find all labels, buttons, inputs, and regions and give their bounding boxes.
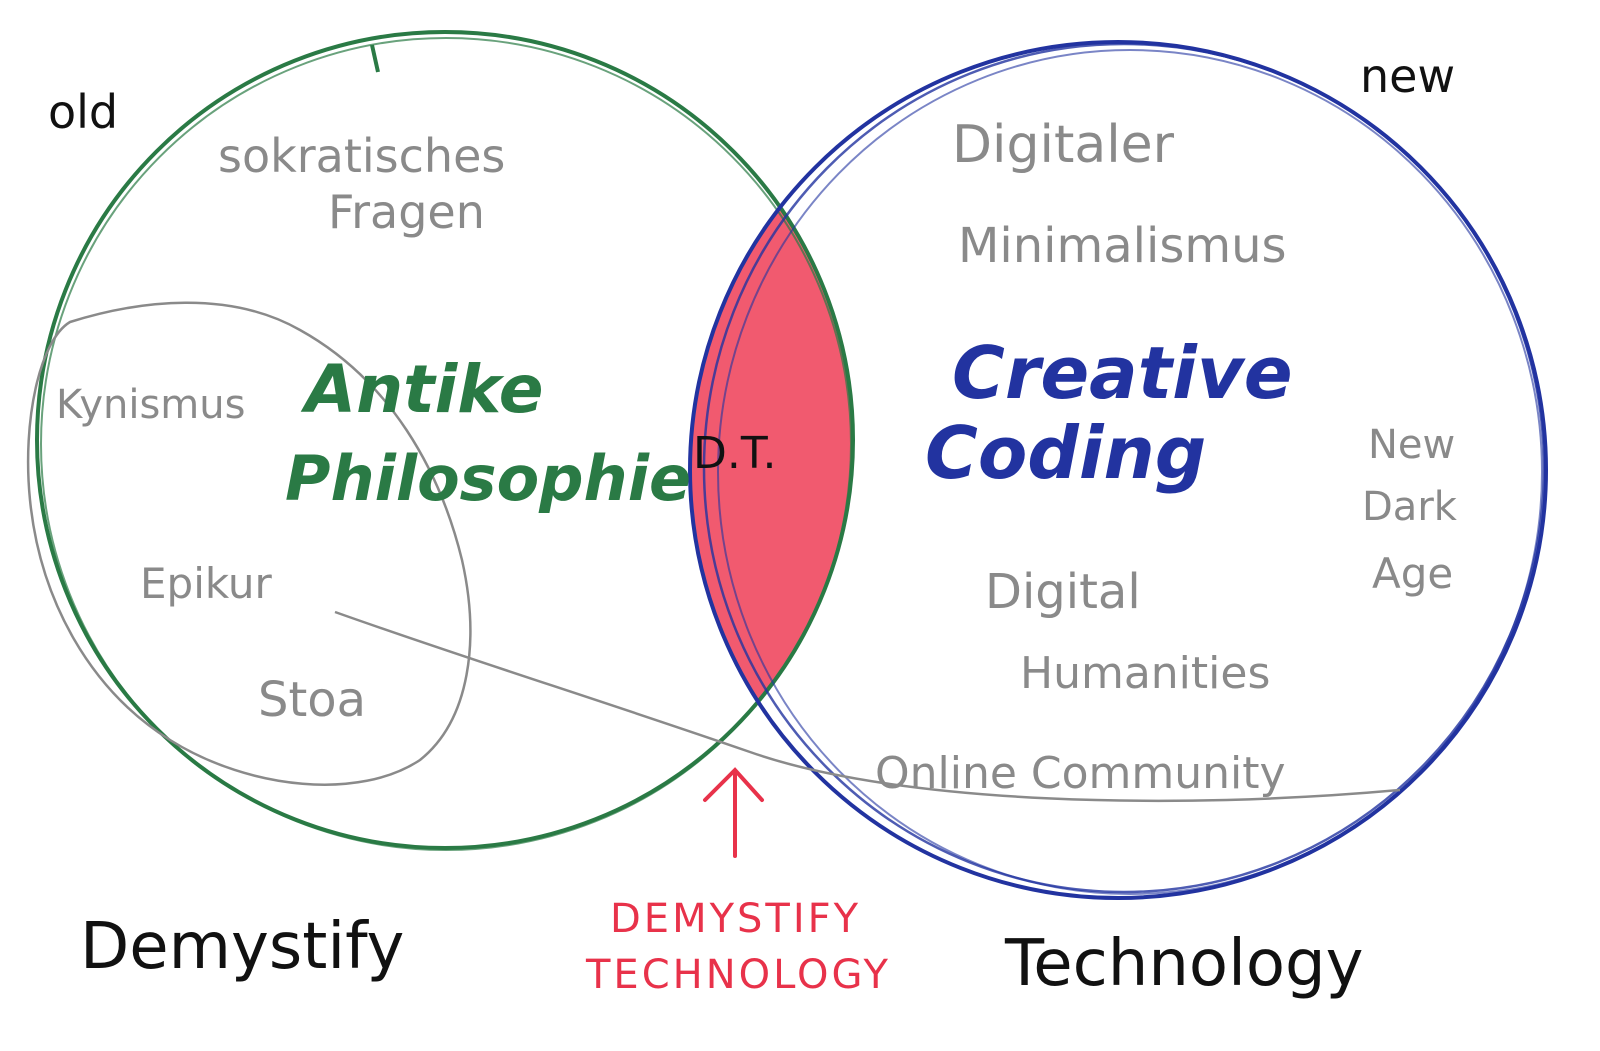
topic-socratic-line2: Fragen (328, 185, 485, 239)
topic-stoa: Stoa (258, 672, 366, 728)
topic-epikur: Epikur (140, 559, 273, 608)
topic-digital-humanities-line1: Digital (985, 564, 1141, 620)
bottom-label-right: Technology (1004, 927, 1364, 1001)
intersection-label: D.T. (693, 428, 777, 479)
label-new: new (1360, 49, 1455, 103)
pen-start-mark (370, 44, 380, 73)
right-circle-new (688, 40, 1548, 900)
right-title-line1: Creative (952, 331, 1293, 415)
topic-new-dark-age-line3: Age (1372, 549, 1453, 598)
caption-line2: TECHNOLOGY (585, 952, 891, 998)
left-title-line2: Philosophie (285, 442, 691, 515)
left-title-line1: Antike (300, 351, 544, 428)
topic-online-community: Online Community (875, 748, 1286, 799)
topic-socratic-line1: sokratisches (218, 129, 505, 183)
label-old: old (48, 85, 118, 139)
sub-region-outline (26, 301, 472, 786)
connector-line (334, 610, 1401, 803)
bottom-label-left: Demystify (80, 910, 404, 984)
caption-line1: DEMYSTIFY (610, 896, 861, 942)
topic-new-dark-age-line2: Dark (1362, 484, 1458, 530)
topic-digital-humanities-line2: Humanities (1020, 648, 1270, 699)
topic-digital-minimalism-line2: Minimalismus (958, 218, 1287, 274)
arrow-up-icon (703, 767, 764, 858)
topic-digital-minimalism-line1: Digitaler (952, 115, 1175, 175)
topic-new-dark-age-line1: New (1368, 422, 1455, 468)
right-title-line2: Coding (925, 411, 1206, 495)
left-circle-old (35, 30, 855, 851)
topic-kynismus: Kynismus (56, 382, 245, 428)
